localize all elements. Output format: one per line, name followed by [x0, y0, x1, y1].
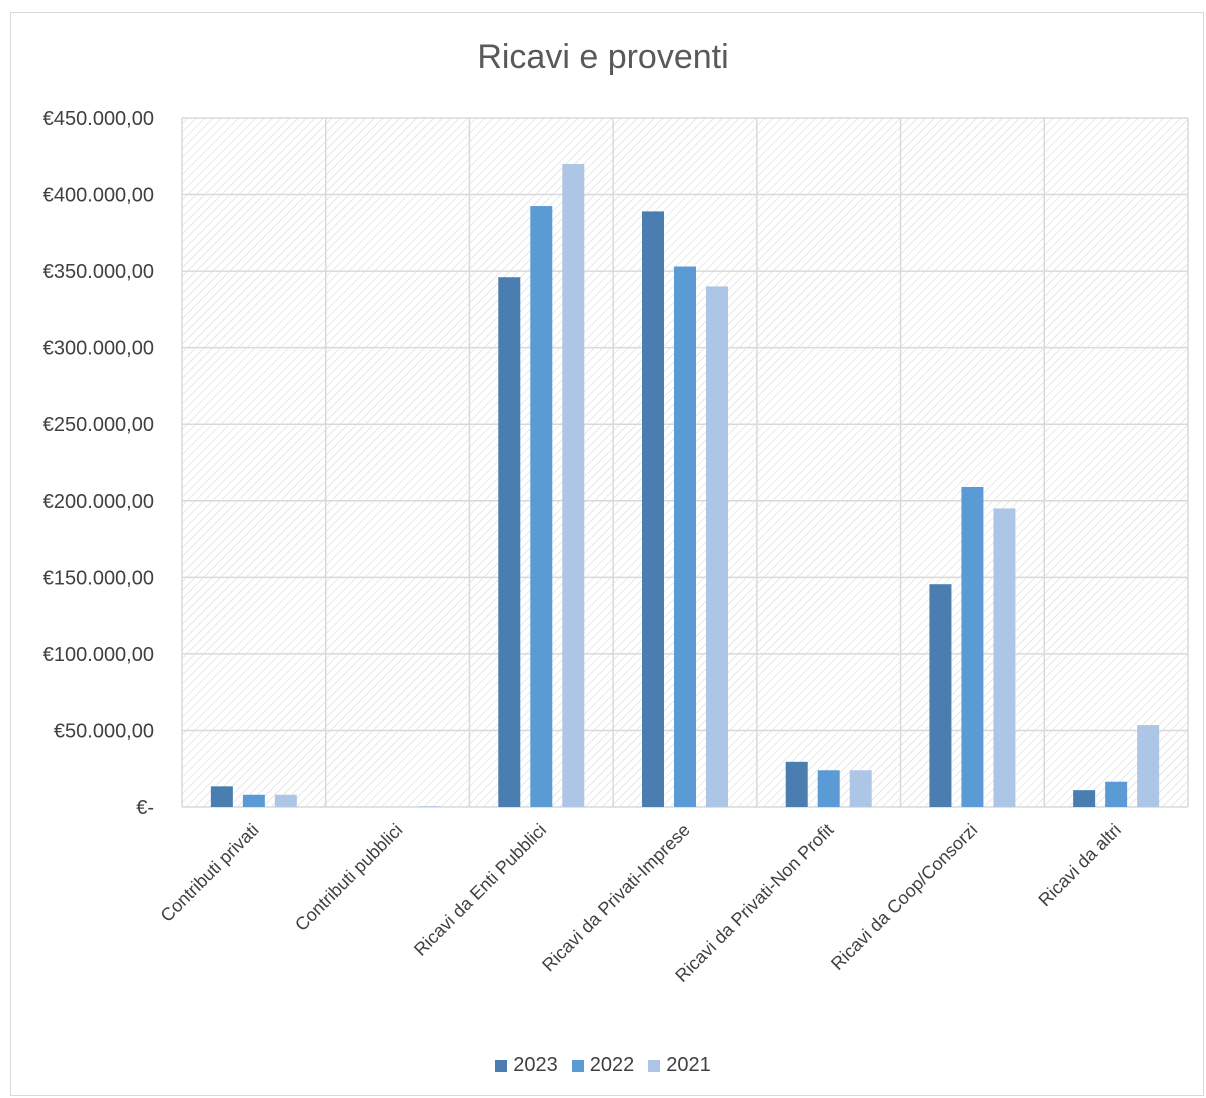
- y-tick-label: €400.000,00: [43, 185, 154, 207]
- bar-2022-3: [674, 266, 696, 807]
- bar-2021-1: [418, 806, 441, 807]
- x-category-label: Ricavi da altri: [1034, 820, 1125, 911]
- x-category-label: Ricavi da Coop/Consorzi: [827, 820, 981, 974]
- legend-item-2023: 2023: [495, 1054, 558, 1077]
- bar-2022-6: [1105, 781, 1128, 807]
- legend-swatch: [648, 1059, 661, 1072]
- x-category-label: Contributi pubblici: [291, 820, 406, 935]
- bar-2023-6: [1073, 790, 1096, 807]
- legend-item-2021: 2021: [648, 1054, 711, 1077]
- y-tick-label: €100.000,00: [43, 644, 154, 666]
- bar-2021-2: [562, 163, 585, 807]
- y-tick-label: €450.000,00: [43, 108, 154, 130]
- y-tick-label: €-: [136, 797, 154, 819]
- y-tick-label: €150.000,00: [43, 567, 154, 589]
- y-tick-label: €350.000,00: [43, 261, 154, 283]
- y-tick-label: €250.000,00: [43, 414, 154, 436]
- bars: [210, 163, 1160, 808]
- y-axis: €- €50.000,00 €100.000,00 €150.000,00 €200.0…: [43, 108, 154, 819]
- bar-2021-6: [1137, 725, 1160, 807]
- bar-2021-3: [706, 286, 728, 807]
- y-tick-label: €200.000,00: [43, 491, 154, 513]
- bar-2021-0: [274, 794, 297, 807]
- x-category-label: Ricavi da Enti Pubblici: [410, 820, 550, 960]
- bar-2023-0: [210, 786, 233, 807]
- bar-2021-4: [849, 770, 872, 807]
- y-tick-label: €50.000,00: [54, 720, 154, 742]
- x-axis: Contributi privati Contributi pubblici Ric…: [157, 820, 1125, 986]
- bar-2022-4: [817, 770, 840, 807]
- legend-swatch: [571, 1059, 584, 1072]
- legend-label: 2021: [666, 1054, 711, 1076]
- bar-2023-5: [929, 584, 952, 807]
- chart-title: Ricavi e proventi: [477, 38, 729, 76]
- bar-2022-5: [961, 486, 984, 807]
- bar-2023-4: [785, 761, 808, 807]
- bar-2021-5: [993, 508, 1016, 807]
- bar-2023-3: [642, 211, 664, 808]
- x-category-label: Contributi privati: [157, 820, 263, 926]
- legend-label: 2023: [513, 1054, 558, 1076]
- y-tick-label: €300.000,00: [43, 338, 154, 360]
- x-category-label: Ricavi da Privati-Imprese: [538, 820, 694, 976]
- legend: 2023 2022 2021: [0, 1054, 1206, 1077]
- legend-swatch: [495, 1059, 508, 1072]
- legend-item-2022: 2022: [571, 1054, 635, 1077]
- bar-2022-2: [530, 206, 553, 808]
- legend-label: 2022: [589, 1054, 635, 1076]
- bar-2022-0: [242, 794, 265, 807]
- x-category-label: Ricavi da Privati-Non Profit: [671, 820, 837, 986]
- bar-2023-2: [498, 277, 521, 807]
